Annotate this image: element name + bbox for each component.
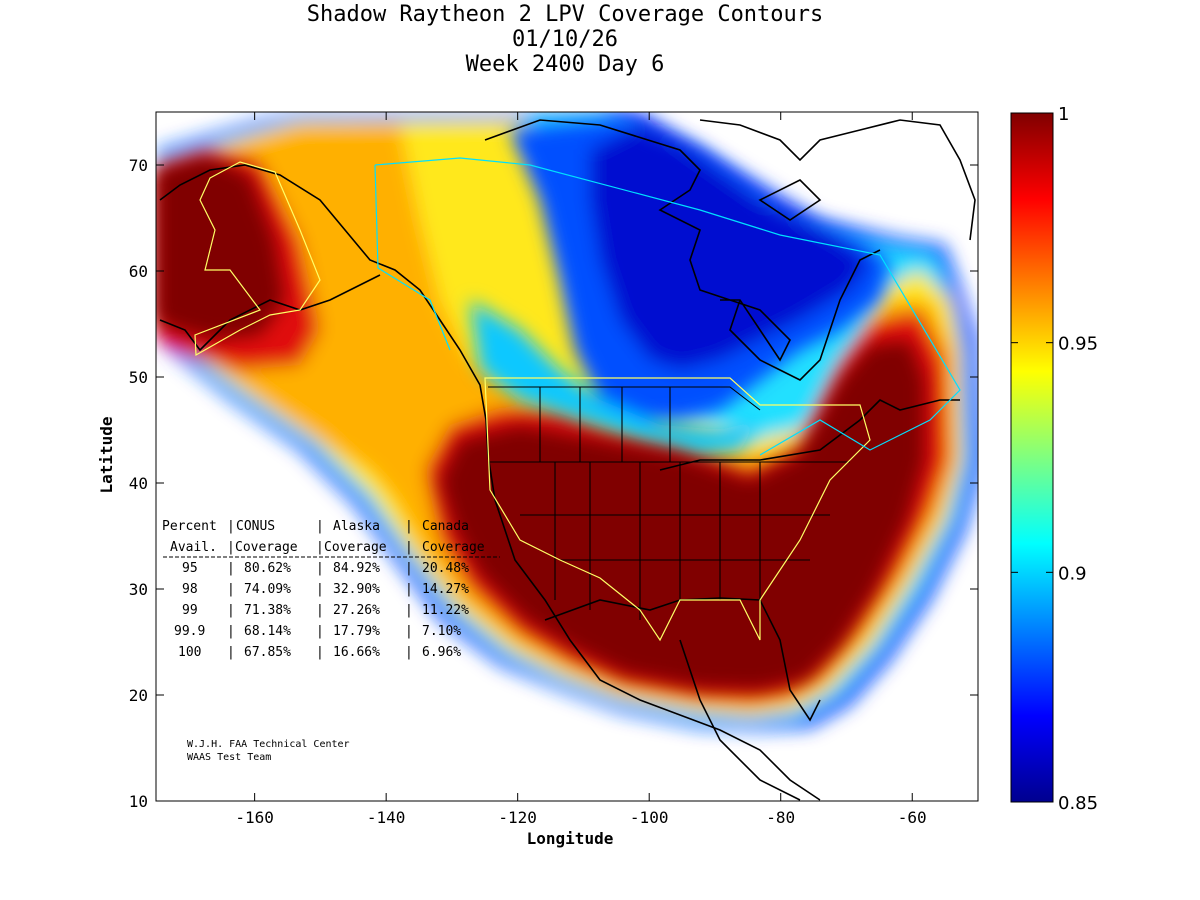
y-axis-label: Latitude — [97, 416, 116, 493]
table-cell-alaska: 27.26% — [333, 603, 380, 618]
state-boundaries — [488, 386, 850, 620]
colorbar-tick-label: 0.95 — [1058, 334, 1098, 355]
table-cell-canada: 14.27% — [422, 582, 469, 597]
colorbar-ticks: 1 0.95 0.9 0.85 — [1011, 104, 1098, 814]
x-axis-label: Longitude — [527, 829, 614, 848]
title-line-2: 01/10/26 — [512, 27, 618, 52]
x-tick-label: -80 — [766, 808, 795, 827]
table-cell-conus: 67.85% — [244, 645, 291, 660]
table-header-percent: Percent — [162, 519, 217, 534]
y-tick-label: 40 — [129, 474, 148, 493]
table-separator: | — [405, 603, 413, 618]
y-tick-label: 30 — [129, 580, 148, 599]
table-separator: | — [316, 582, 324, 597]
table-separator: | — [227, 561, 235, 576]
title-line-1: Shadow Raytheon 2 LPV Coverage Contours — [306, 2, 824, 27]
table-cell-conus: 71.38% — [244, 603, 291, 618]
table-cell-percent: 99.9 — [174, 624, 205, 639]
table-header-alaska: Alaska — [333, 519, 380, 534]
table-separator: | — [405, 582, 413, 597]
credit-line-2: WAAS Test Team — [187, 752, 271, 763]
colorbar-tick-label: 1 — [1058, 104, 1069, 125]
coastlines — [159, 119, 976, 801]
table-subheader-avail: Avail. — [170, 540, 217, 555]
table-cell-alaska: 17.79% — [333, 624, 380, 639]
table-separator: | — [316, 603, 324, 618]
table-cell-conus: 74.09% — [244, 582, 291, 597]
table-cell-alaska: 32.90% — [333, 582, 380, 597]
table-separator: | — [316, 561, 324, 576]
table-separator: | — [316, 519, 324, 534]
region-outlines — [194, 157, 961, 642]
table-separator: | — [405, 624, 413, 639]
table-separator: | — [316, 624, 324, 639]
table-separator: | — [316, 645, 324, 660]
table-cell-alaska: 16.66% — [333, 645, 380, 660]
x-tick-label: -60 — [898, 808, 927, 827]
table-cell-percent: 99 — [182, 603, 198, 618]
table-cell-percent: 95 — [182, 561, 198, 576]
x-tick-label: -100 — [630, 808, 669, 827]
y-tick-label: 60 — [129, 262, 148, 281]
colorbar-tick-label: 0.9 — [1058, 563, 1087, 584]
table-cell-conus: 68.14% — [244, 624, 291, 639]
x-axis-ticks: -160 -140 -120 -100 -80 -60 — [235, 112, 927, 827]
table-separator: | — [227, 624, 235, 639]
table-separator: | — [227, 645, 235, 660]
plot-frame — [155, 111, 979, 802]
table-separator: | — [227, 603, 235, 618]
table-cell-canada: 20.48% — [422, 561, 469, 576]
table-cell-canada: 7.10% — [422, 624, 461, 639]
y-tick-label: 50 — [129, 368, 148, 387]
table-cell-conus: 80.62% — [244, 561, 291, 576]
y-tick-label: 70 — [129, 156, 148, 175]
credit-line-1: W.J.H. FAA Technical Center — [187, 739, 350, 750]
table-separator: | — [405, 561, 413, 576]
x-tick-label: -160 — [235, 808, 274, 827]
x-tick-label: -140 — [367, 808, 406, 827]
table-cell-percent: 100 — [178, 645, 201, 660]
table-separator: | — [316, 540, 324, 555]
table-separator: | — [227, 519, 235, 534]
table-cell-alaska: 84.92% — [333, 561, 380, 576]
table-separator: | — [227, 582, 235, 597]
table-cell-canada: 11.22% — [422, 603, 469, 618]
table-header-conus: CONUS — [236, 519, 275, 534]
y-axis-ticks: 10 20 30 40 50 60 70 — [129, 156, 978, 811]
table-separator: | — [405, 540, 413, 555]
table-separator: | — [405, 645, 413, 660]
table-separator: | — [405, 519, 413, 534]
table-separator: | — [227, 540, 235, 555]
y-tick-label: 20 — [129, 686, 148, 705]
table-subheader-canada: Coverage — [422, 540, 485, 555]
y-tick-label: 10 — [129, 792, 148, 811]
table-header-canada: Canada — [422, 519, 469, 534]
colorbar — [1010, 112, 1054, 803]
table-cell-percent: 98 — [182, 582, 198, 597]
table-subheader-conus: Coverage — [235, 540, 298, 555]
title-line-3: Week 2400 Day 6 — [465, 52, 665, 77]
x-tick-label: -120 — [498, 808, 537, 827]
colorbar-tick-label: 0.85 — [1058, 793, 1098, 814]
table-subheader-alaska: Coverage — [324, 540, 387, 555]
table-cell-canada: 6.96% — [422, 645, 461, 660]
